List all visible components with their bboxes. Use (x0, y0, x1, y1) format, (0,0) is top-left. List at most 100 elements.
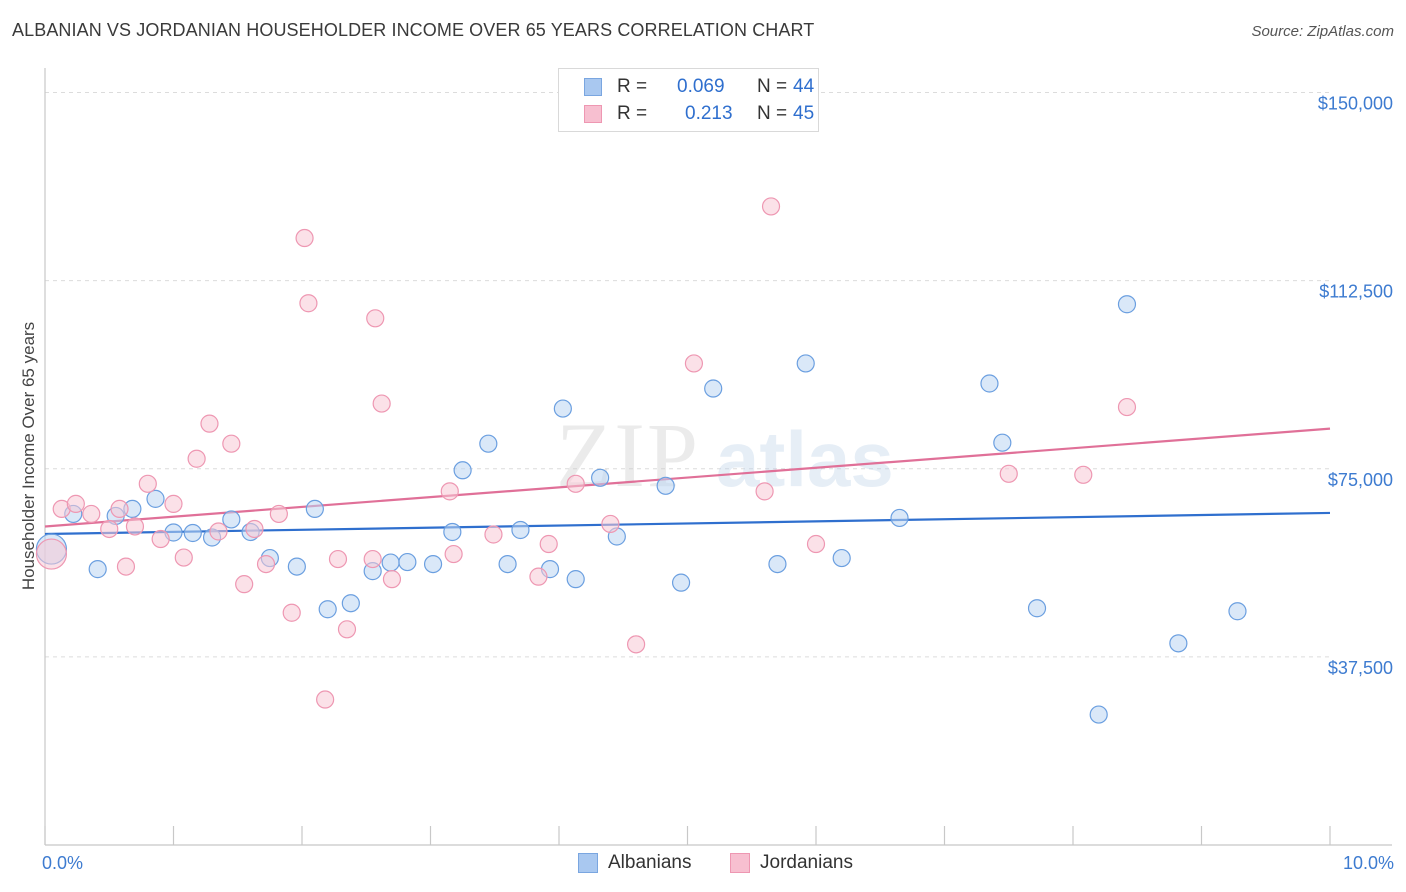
legend-label-jordanians: Jordanians (760, 852, 853, 873)
legend-label-albanians: Albanians (608, 852, 692, 873)
point-albanians (566, 570, 585, 589)
point-jordanians (806, 534, 826, 554)
stats-legend: R = 0.069 N = 44 R = 0.213 N = 45 (558, 68, 819, 132)
point-albanians (305, 499, 324, 519)
grid-lines (45, 92, 1330, 658)
legend-r-value: 0.213 (685, 103, 733, 124)
point-albanians (671, 573, 691, 592)
axes (44, 68, 1392, 846)
point-jordanians (66, 494, 85, 513)
point-jordanians (316, 690, 335, 709)
point-albanians (341, 594, 360, 613)
point-jordanians (1074, 465, 1093, 484)
point-albanians (832, 548, 851, 568)
y-tick-label: $75,000 (1328, 470, 1393, 490)
point-albanians (88, 560, 107, 579)
point-albanians (443, 522, 462, 542)
chart-title: ALBANIAN VS JORDANIAN HOUSEHOLDER INCOME… (12, 20, 815, 40)
data-points (35, 197, 1247, 724)
point-jordanians (366, 309, 385, 328)
point-albanians (498, 554, 517, 574)
x-tick-label: 0.0% (42, 853, 83, 873)
point-albanians (1027, 599, 1047, 618)
point-jordanians (82, 504, 101, 524)
point-albanians (318, 600, 337, 619)
watermark: ZIP atlas (556, 404, 894, 506)
y-tick-label: $37,500 (1328, 658, 1393, 678)
legend-swatch-jordanians (584, 105, 602, 123)
point-jordanians (138, 474, 157, 493)
point-jordanians (164, 494, 183, 513)
point-jordanians (755, 482, 774, 501)
point-jordanians (187, 449, 206, 468)
legend-item-albanians: Albanians (578, 852, 691, 874)
legend-r-value: 0.069 (677, 76, 725, 97)
point-albanians (222, 510, 241, 529)
legend-n-label: N = (757, 103, 788, 124)
point-jordanians (35, 538, 68, 570)
point-jordanians (539, 534, 558, 554)
point-jordanians (1117, 397, 1137, 417)
y-tick-label: $112,500 (1319, 282, 1393, 302)
point-jordanians (282, 603, 301, 622)
point-jordanians (382, 570, 402, 589)
legend-n-value: 45 (793, 103, 815, 124)
watermark-atlas: atlas (716, 415, 894, 503)
legend-n-value: 44 (793, 76, 815, 97)
y-tick-labels: $37,500 $75,000 $112,500 $150,000 (1318, 94, 1393, 678)
point-jordanians (100, 519, 119, 539)
point-albanians (591, 468, 610, 487)
point-albanians (704, 379, 723, 398)
trend-line-jordanians (44, 427, 1331, 528)
legend-r-label: R = (617, 103, 648, 124)
point-jordanians (999, 464, 1018, 483)
point-albanians (1089, 705, 1108, 724)
y-tick-label: $150,000 (1318, 94, 1393, 114)
point-albanians (423, 554, 443, 574)
point-albanians (381, 553, 400, 572)
legend-swatch-albanians (584, 78, 602, 96)
point-jordanians (566, 474, 585, 493)
point-albanians (768, 554, 787, 574)
point-albanians (796, 354, 815, 373)
point-jordanians (209, 522, 228, 541)
point-albanians (183, 523, 202, 543)
point-jordanians (116, 557, 136, 576)
point-jordanians (444, 544, 463, 564)
x-tick-label: 10.0% (1343, 853, 1394, 873)
x-tick-labels: 0.0% 10.0% (42, 853, 1394, 873)
point-albanians (511, 520, 530, 540)
legend-r-label: R = (617, 76, 648, 97)
point-jordanians (222, 434, 241, 453)
point-jordanians (484, 525, 503, 544)
point-albanians (1228, 602, 1247, 621)
point-albanians (1117, 295, 1137, 314)
point-jordanians (372, 394, 391, 413)
point-albanians (890, 508, 909, 528)
point-jordanians (299, 294, 318, 313)
point-albanians (479, 434, 498, 453)
point-albanians (553, 399, 572, 418)
point-jordanians (256, 554, 276, 574)
point-albanians (656, 476, 675, 495)
point-jordanians (200, 414, 219, 433)
point-albanians (398, 552, 417, 572)
legend-item-jordanians: Jordanians (730, 852, 853, 874)
point-jordanians (684, 354, 704, 373)
point-jordanians (174, 548, 193, 567)
point-jordanians (151, 529, 170, 549)
point-jordanians (601, 514, 620, 534)
point-jordanians (363, 549, 382, 569)
legend-swatch-albanians (578, 853, 598, 873)
y-axis-label: Householder Income Over 65 years (19, 322, 38, 590)
point-jordanians (529, 567, 548, 586)
point-albanians (453, 461, 472, 480)
point-jordanians (269, 504, 288, 524)
point-jordanians (626, 635, 646, 654)
point-jordanians (245, 519, 264, 539)
point-albanians (287, 557, 306, 576)
point-jordanians (235, 575, 254, 594)
legend-swatch-jordanians (730, 853, 750, 873)
point-jordanians (761, 197, 781, 216)
